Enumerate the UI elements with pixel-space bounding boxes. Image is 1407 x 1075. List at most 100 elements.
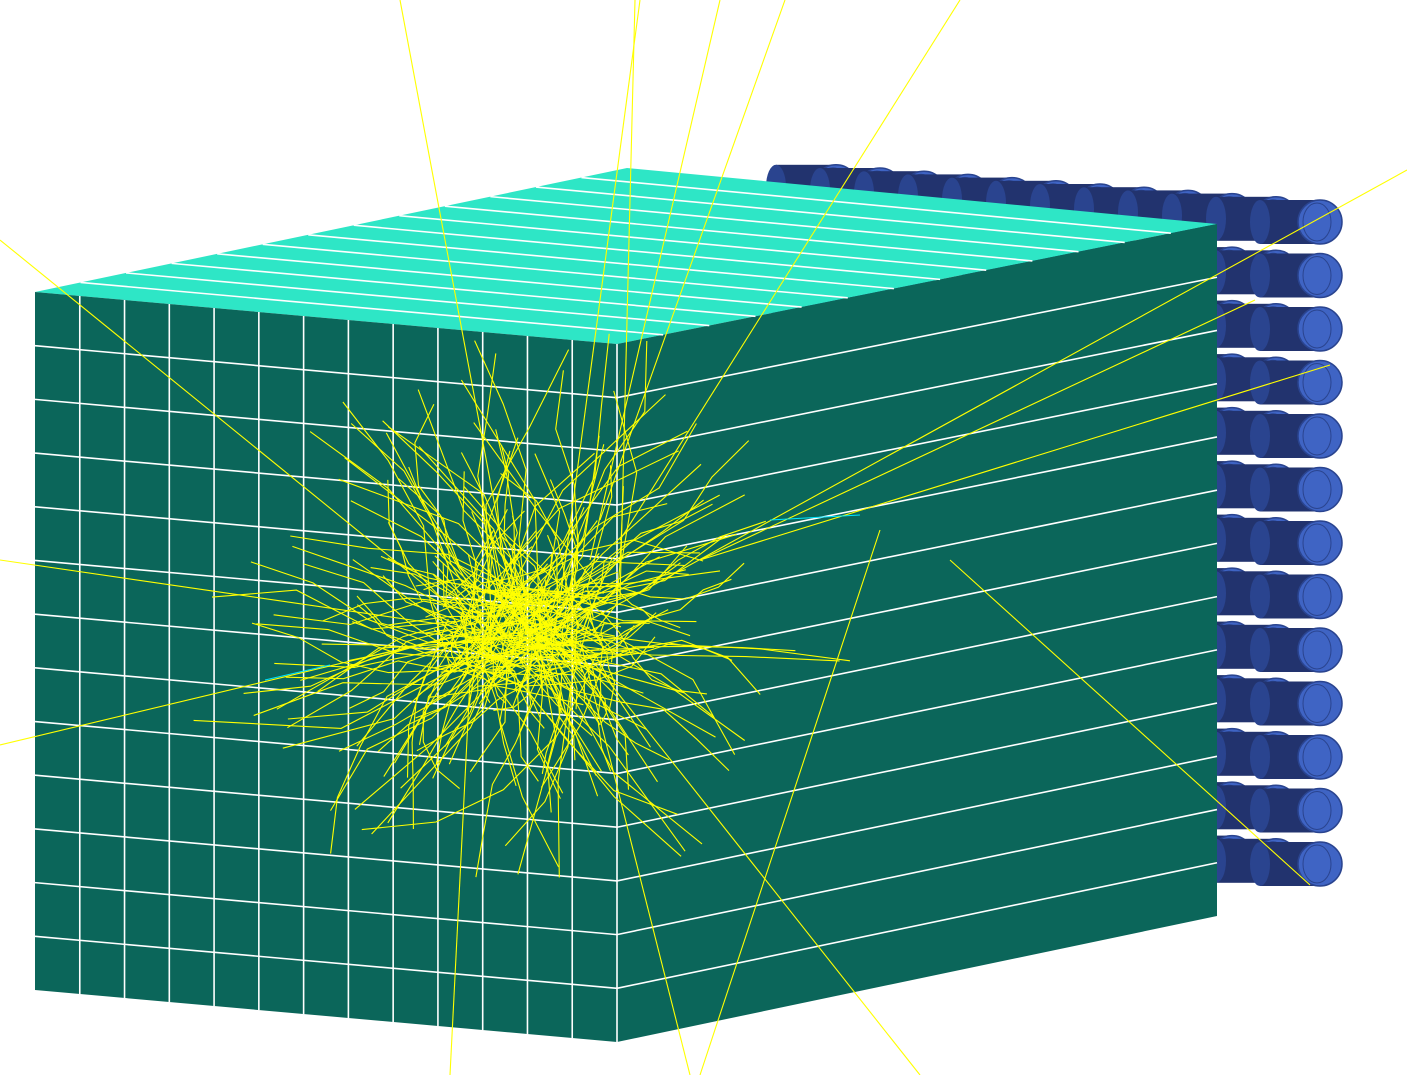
pmt-cylinder-back xyxy=(1250,253,1270,298)
escaping-track xyxy=(699,529,881,1075)
pmt-cylinder-rim xyxy=(1302,470,1332,509)
pmt-cylinder xyxy=(1250,359,1343,406)
shower-track xyxy=(492,660,507,704)
shower-track xyxy=(398,478,505,601)
side-grid-row-line xyxy=(616,595,1218,721)
pmt-cylinder-back xyxy=(1250,628,1270,672)
pmt-cylinder-rim xyxy=(1302,256,1332,295)
top-grid-line xyxy=(171,262,756,318)
shower-track xyxy=(493,674,540,711)
side-grid-row-line xyxy=(616,702,1218,829)
pmt-cylinder xyxy=(1250,306,1343,352)
shower-track xyxy=(586,645,796,671)
shower-track xyxy=(597,645,604,719)
shower-track xyxy=(352,559,513,664)
shower-track xyxy=(568,519,579,592)
shower-track xyxy=(581,562,745,600)
pmt-cylinder-face xyxy=(1297,252,1343,299)
shower-track xyxy=(514,655,554,690)
top-grid-line xyxy=(217,253,802,308)
top-grid-line xyxy=(490,195,1079,253)
pmt-cylinder-rim xyxy=(1302,416,1332,456)
shower-track xyxy=(474,340,527,609)
shower-track xyxy=(457,599,494,615)
shower-track xyxy=(432,603,461,657)
shower-track xyxy=(547,641,658,783)
shower-track xyxy=(526,628,541,718)
shower-track xyxy=(477,353,503,598)
front-grid-row-line xyxy=(34,720,618,775)
front-grid-row-line xyxy=(34,398,618,453)
pmt-cylinder xyxy=(1250,787,1343,834)
pmt-cylinder-face xyxy=(1297,413,1343,459)
escaping-track xyxy=(619,0,636,601)
shower-track xyxy=(290,535,519,590)
shower-track xyxy=(285,653,510,680)
shower-track xyxy=(400,597,519,789)
pmt-cylinder-face xyxy=(1297,680,1343,727)
pmt-cylinder xyxy=(1250,734,1343,780)
shower-track xyxy=(469,661,508,773)
escaping-track xyxy=(0,559,481,631)
pmt-cylinder xyxy=(1250,413,1343,459)
pmt-cylinder-face xyxy=(1297,466,1343,513)
top-grid-line xyxy=(126,272,710,327)
shower-track xyxy=(454,608,482,660)
segmented-calorimeter xyxy=(34,168,1218,1042)
shower-track xyxy=(557,593,598,878)
shower-track xyxy=(371,595,532,835)
pmt-cylinder-face xyxy=(1297,573,1343,620)
top-grid-line xyxy=(353,224,941,281)
shower-track xyxy=(472,590,531,633)
shower-track xyxy=(490,545,688,663)
shower-track xyxy=(542,569,559,619)
shower-track xyxy=(547,570,689,645)
shower-track xyxy=(497,394,666,615)
top-grid-line xyxy=(308,233,894,290)
shower-track xyxy=(461,660,678,815)
shower-track xyxy=(541,560,605,654)
pmt-cylinder-face xyxy=(1297,627,1343,673)
shower-track xyxy=(571,340,648,606)
pmt-cylinder-rim xyxy=(1302,791,1332,830)
shower-track xyxy=(524,569,686,635)
shower-track xyxy=(506,583,589,658)
pmt-cylinder xyxy=(1250,520,1343,566)
shower-track xyxy=(520,617,615,689)
pmt-cylinder-rim xyxy=(1302,363,1332,402)
shower-track xyxy=(549,479,578,587)
shower-track xyxy=(276,597,544,710)
pmt-cylinder-back xyxy=(1250,574,1270,619)
shower-track xyxy=(273,600,500,626)
shower-track xyxy=(464,530,495,664)
shower-track xyxy=(500,499,704,659)
shower-track xyxy=(516,655,686,852)
shower-track xyxy=(590,663,629,756)
shower-track xyxy=(500,535,551,609)
pmt-cylinder-back xyxy=(1250,414,1270,458)
pmt-cylinder xyxy=(1250,466,1343,513)
shower-track xyxy=(577,642,733,661)
shower-track xyxy=(606,653,616,712)
side-grid-row-line xyxy=(616,808,1218,936)
shower-track xyxy=(549,440,750,601)
shower-track xyxy=(541,615,583,673)
top-grid-line xyxy=(399,214,987,271)
front-grid-row-line xyxy=(34,881,618,936)
escaping-track xyxy=(699,299,1256,561)
side-grid-row-line xyxy=(616,276,1218,399)
shower-track xyxy=(274,650,433,668)
shower-track xyxy=(520,625,635,664)
pmt-cylinder-face xyxy=(1297,199,1343,245)
shower-track xyxy=(511,515,518,586)
shower-track xyxy=(485,349,570,593)
front-grid-row-line xyxy=(34,935,618,990)
shower-track xyxy=(557,643,840,662)
shower-track xyxy=(322,597,500,622)
pmt-cylinder xyxy=(1250,199,1343,245)
shower-track xyxy=(330,622,468,854)
top-grid-line xyxy=(535,186,1125,244)
shower-track xyxy=(517,597,557,875)
pmt-cylinder-face xyxy=(1297,841,1343,887)
